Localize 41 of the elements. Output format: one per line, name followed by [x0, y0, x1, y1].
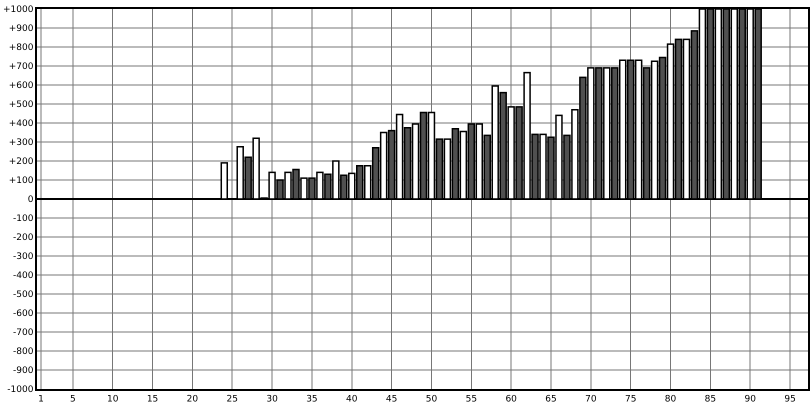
- x-tick-label: 1: [38, 394, 44, 405]
- y-tick-label: -400: [13, 271, 34, 282]
- y-tick-label: -200: [13, 233, 34, 244]
- y-tick-label: +400: [8, 119, 34, 130]
- x-tick-label: 25: [226, 394, 238, 405]
- x-tick-label: 95: [784, 394, 796, 405]
- x-tick-label: 85: [704, 394, 716, 405]
- x-tick-label: 5: [70, 394, 76, 405]
- y-tick-label: -900: [13, 366, 34, 376]
- x-tick-label: 30: [266, 394, 278, 405]
- y-tick-label: +900: [8, 24, 34, 34]
- x-tick-label: 55: [466, 394, 478, 405]
- x-tick-label: 35: [306, 394, 318, 405]
- y-tick-label: +200: [8, 157, 34, 168]
- y-tick-label: +600: [8, 81, 34, 92]
- x-tick-label: 15: [146, 394, 158, 405]
- y-tick-label: +300: [8, 138, 34, 148]
- y-tick-label: +800: [8, 43, 34, 54]
- x-tick-label: 20: [186, 394, 198, 405]
- y-tick-label: +100: [8, 176, 34, 186]
- y-tick-label: -600: [13, 309, 34, 320]
- x-tick-label: 80: [664, 394, 677, 405]
- x-tick-label: 10: [106, 394, 119, 405]
- x-tick-label: 60: [505, 394, 518, 405]
- x-tick-label: 45: [386, 394, 398, 405]
- x-tick-label: 75: [624, 394, 636, 405]
- y-tick-label: +1000: [2, 5, 34, 16]
- y-tick-label: 0: [28, 195, 34, 206]
- y-tick-label: -700: [13, 328, 34, 338]
- y-tick-label: -1000: [7, 385, 34, 396]
- x-tick-label: 40: [346, 394, 358, 405]
- y-tick-label: +500: [8, 100, 34, 110]
- y-tick-label: -100: [13, 214, 34, 224]
- y-tick-label: +700: [8, 62, 34, 72]
- y-tick-label: -300: [13, 252, 34, 262]
- y-tick-label: -500: [13, 290, 34, 300]
- y-tick-label: -800: [13, 347, 34, 358]
- x-tick-label: 50: [426, 394, 438, 405]
- x-tick-label: 70: [585, 394, 597, 405]
- x-tick-label: 90: [744, 394, 756, 405]
- x-tick-label: 65: [545, 394, 557, 405]
